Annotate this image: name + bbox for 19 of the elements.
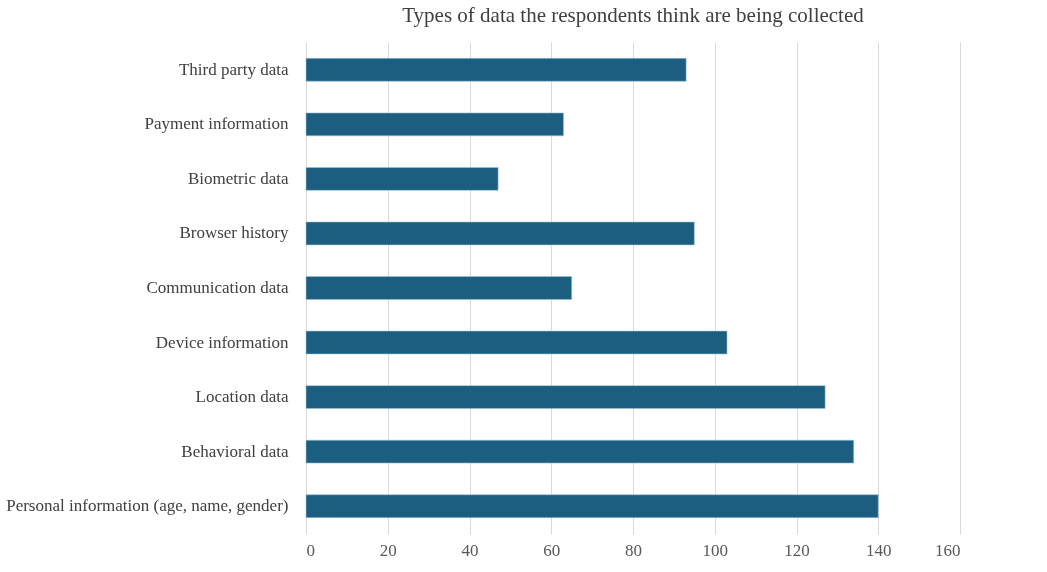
x-tick-label: 0 [306,540,315,560]
x-tick-label: 60 [543,540,561,560]
y-tick-label: Location data [195,387,289,407]
x-tick-label: 120 [784,540,810,560]
x-tick-label: 160 [935,540,961,560]
x-tick-label: 40 [461,540,479,560]
y-tick-label: Personal information (age, name, gender) [6,496,289,516]
x-tick-label: 80 [625,540,642,560]
x-tick-label: 20 [379,540,397,560]
y-tick-label: Device information [155,332,289,352]
y-tick-label: Payment information [144,114,289,134]
x-tick-label: 100 [702,540,728,560]
y-tick-label: Communication data [146,278,289,297]
y-tick-label: Third party data [178,59,289,79]
y-tick-label: Behavioral data [181,441,289,461]
chart-title: Types of data the respondents think are being collected [402,3,865,27]
y-tick-label: Biometric data [187,168,289,188]
y-tick-label: Browser history [179,223,289,243]
x-tick-label: 140 [866,540,892,560]
